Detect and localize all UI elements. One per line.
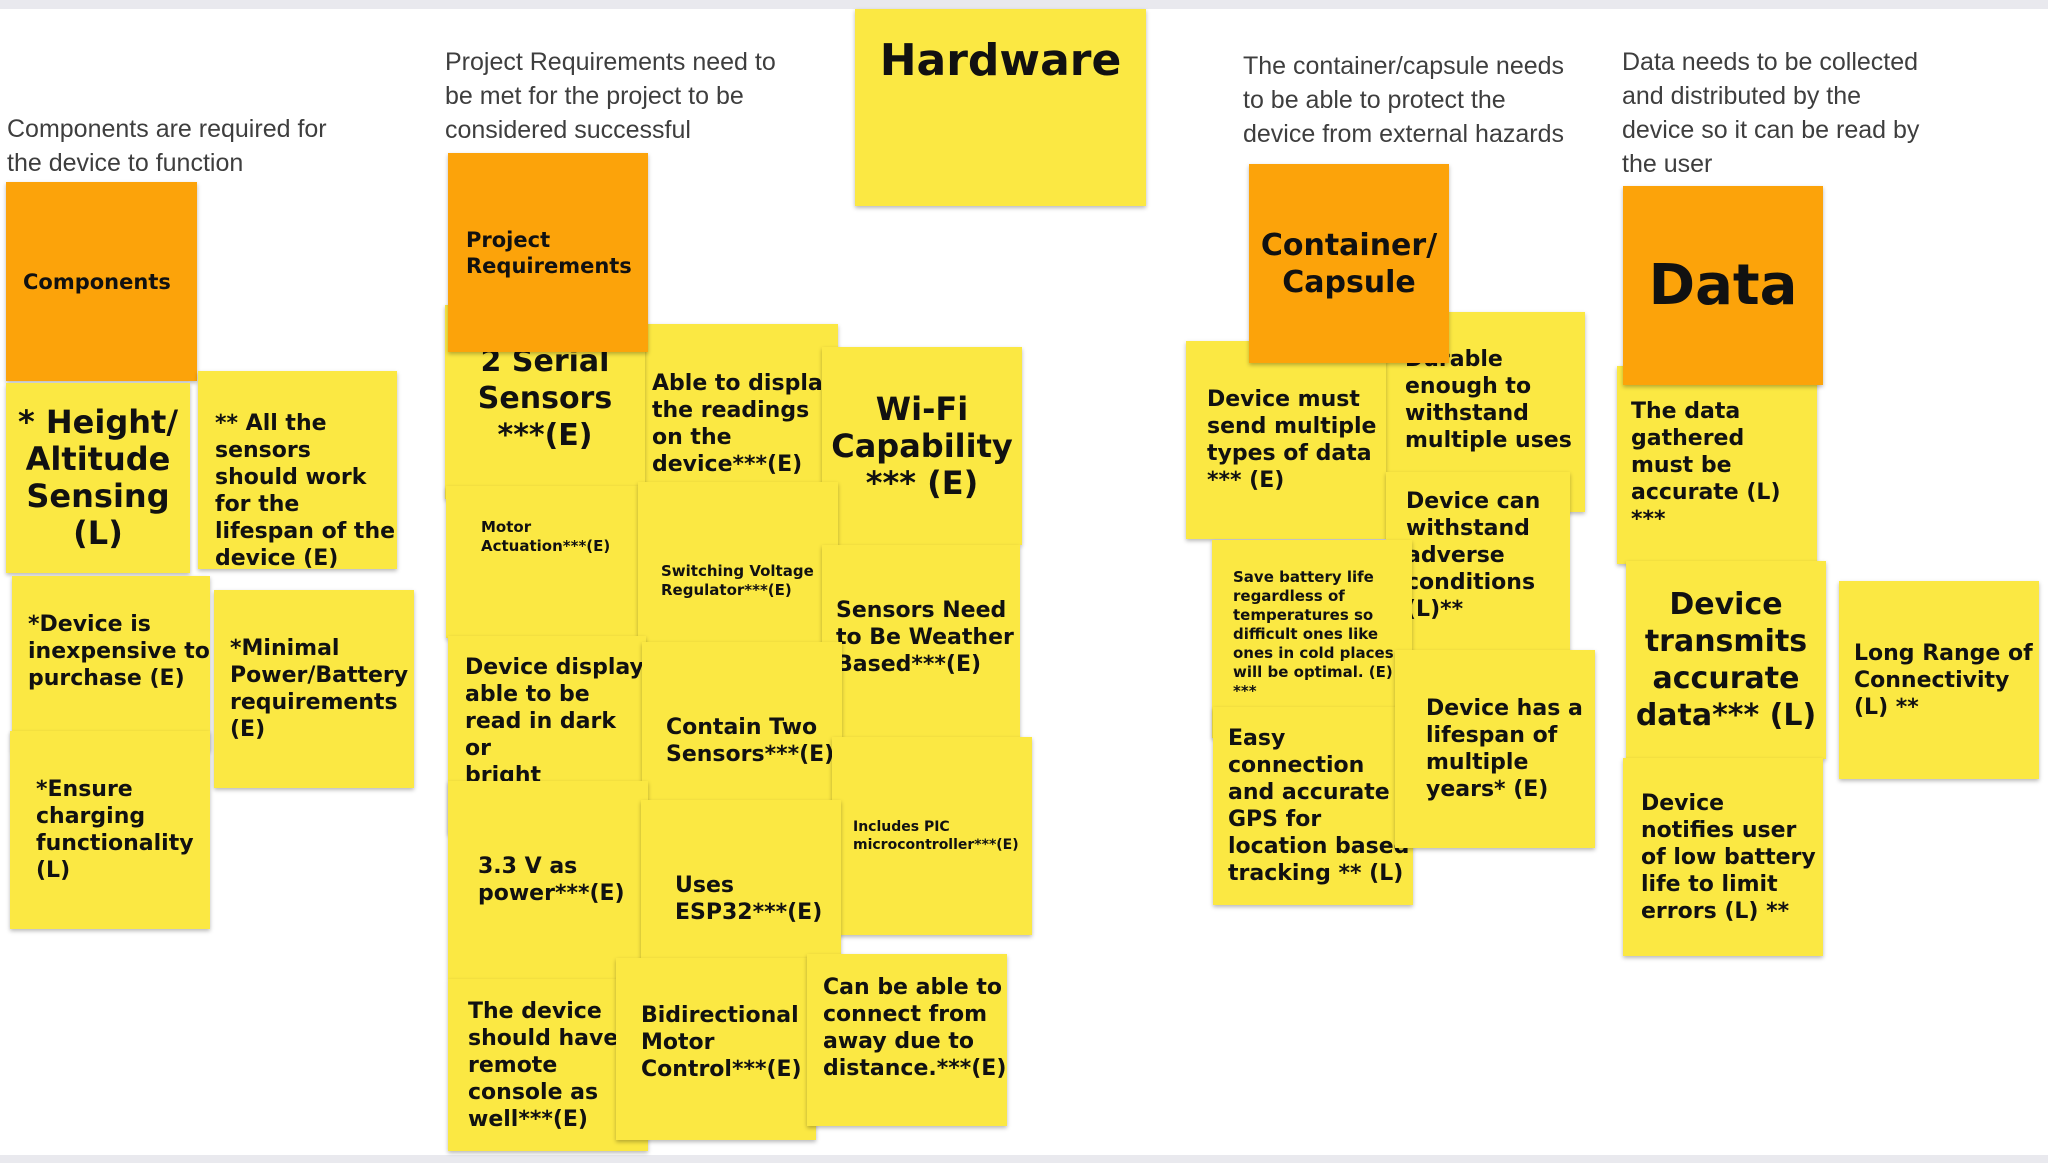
note-esp32-text: Uses ESP32***(E) [675,873,823,925]
project-requirements-caption[interactable]: Project Requirements need to be met for … [445,48,776,144]
note-bidirectional[interactable]: Bidirectional Motor Control***(E) [616,958,816,1140]
note-bidirectional-text: Bidirectional Motor Control***(E) [641,1003,802,1082]
note-altitude-sensing-text: * Height/ Altitude Sensing (L) [18,403,178,552]
note-adverse[interactable]: Device can withstand adverse conditions … [1386,472,1570,670]
note-low-battery[interactable]: Device notifies user of low battery life… [1623,758,1823,956]
note-serial-sensors-text: 2 Serial Sensors ***(E) [477,344,613,453]
components-header-note[interactable]: Components [6,182,197,381]
note-minimal-power-text: *Minimal Power/Battery requirements (E) [230,636,409,742]
note-low-battery-text: Device notifies user of low battery life… [1641,790,1816,924]
note-motor-actuation-text: Motor Actuation***(E) [481,518,611,555]
note-inexpensive[interactable]: *Device is inexpensive to purchase (E) [12,576,210,751]
note-weather-sensors[interactable]: Sensors Need to Be Weather Based***(E) [822,545,1020,743]
data-header-note[interactable]: Data [1623,186,1823,385]
note-sensors-lifespan-text: ** All the sensors should work for the l… [215,411,396,569]
note-long-range[interactable]: Long Range of Connectivity (L) ** [1839,581,2039,779]
note-altitude-sensing[interactable]: * Height/ Altitude Sensing (L) [6,383,190,573]
note-3v3-power[interactable]: 3.3 V as power***(E) [448,781,648,979]
note-gps-text: Easy connection and accurate GPS for loc… [1228,726,1410,886]
board-bottom-border [0,1155,2048,1163]
note-two-sensors-text: Contain Two Sensors***(E) [666,715,835,767]
note-sensors-lifespan[interactable]: ** All the sensors should work for the l… [198,371,397,569]
note-wifi-text: Wi-Fi Capability *** (E) [831,389,1013,502]
note-inexpensive-text: *Device is inexpensive to purchase (E) [28,612,210,691]
note-long-range-text: Long Range of Connectivity (L) ** [1854,640,2033,720]
note-multiple-data-text: Device must send multiple types of data … [1207,387,1377,493]
components-header: Components [23,269,171,294]
hardware-title: Hardware [879,35,1122,86]
note-battery-life-text: Save battery life regardless of temperat… [1233,568,1394,700]
note-weather-sensors-text: Sensors Need to Be Weather Based***(E) [836,598,1014,677]
note-multiple-data[interactable]: Device must send multiple types of data … [1186,341,1386,539]
note-transmits-accurate-text: Device transmits accurate data*** (L) [1635,587,1817,733]
note-battery-life[interactable]: Save battery life regardless of temperat… [1212,540,1412,738]
note-3v3-power-text: 3.3 V as power***(E) [478,854,625,906]
note-pic[interactable]: Includes PIC microcontroller***(E) [832,737,1032,935]
note-multi-year-text: Device has a lifespan of multiple years*… [1426,696,1583,802]
container-caption[interactable]: The container/capsule needs to be able t… [1243,52,1565,148]
data-header: Data [1648,252,1798,318]
note-transmits-accurate[interactable]: Device transmits accurate data*** (L) [1626,561,1826,759]
note-durable-text: Durable enough to withstand multiple use… [1405,347,1572,453]
components-caption[interactable]: Components are required for the device t… [7,115,327,177]
note-adverse-text: Device can withstand adverse conditions … [1406,489,1541,622]
note-wifi[interactable]: Wi-Fi Capability *** (E) [822,347,1022,545]
note-multi-year[interactable]: Device has a lifespan of multiple years*… [1395,650,1595,848]
board-top-border [0,0,2048,9]
note-accurate-gathered[interactable]: The data gathered must be accurate (L) *… [1617,366,1817,564]
note-motor-actuation[interactable]: Motor Actuation***(E) [446,486,640,638]
note-switching-regulator-text: Switching Voltage Regulator***(E) [661,562,814,599]
note-remote-console-text: The device should have remote console as… [468,998,619,1132]
project-requirements-header: Project Requirements [466,227,632,278]
container-header-note[interactable]: Container/ Capsule [1249,164,1449,363]
note-gps[interactable]: Easy connection and accurate GPS for loc… [1213,707,1413,905]
container-header: Container/ Capsule [1260,227,1438,300]
note-minimal-power[interactable]: *Minimal Power/Battery requirements (E) [214,590,414,788]
note-connect-away-text: Can be able to connect from away due to … [823,975,1007,1081]
note-remote-console[interactable]: The device should have remote console as… [448,979,648,1151]
note-charging[interactable]: *Ensure charging functionality (L) [10,731,210,929]
data-caption[interactable]: Data needs to be collected and distribut… [1622,48,1920,178]
note-pic-text: Includes PIC microcontroller***(E) [853,819,1019,853]
note-charging-text: *Ensure charging functionality (L) [36,777,194,883]
project-requirements-header-note[interactable]: Project Requirements [448,153,648,352]
hardware-title-note[interactable]: Hardware [855,9,1146,206]
note-accurate-gathered-text: The data gathered must be accurate (L) *… [1631,398,1781,532]
note-connect-away[interactable]: Can be able to connect from away due to … [807,954,1007,1126]
note-display-readings-text: Able to display the readings on the devi… [652,371,837,477]
